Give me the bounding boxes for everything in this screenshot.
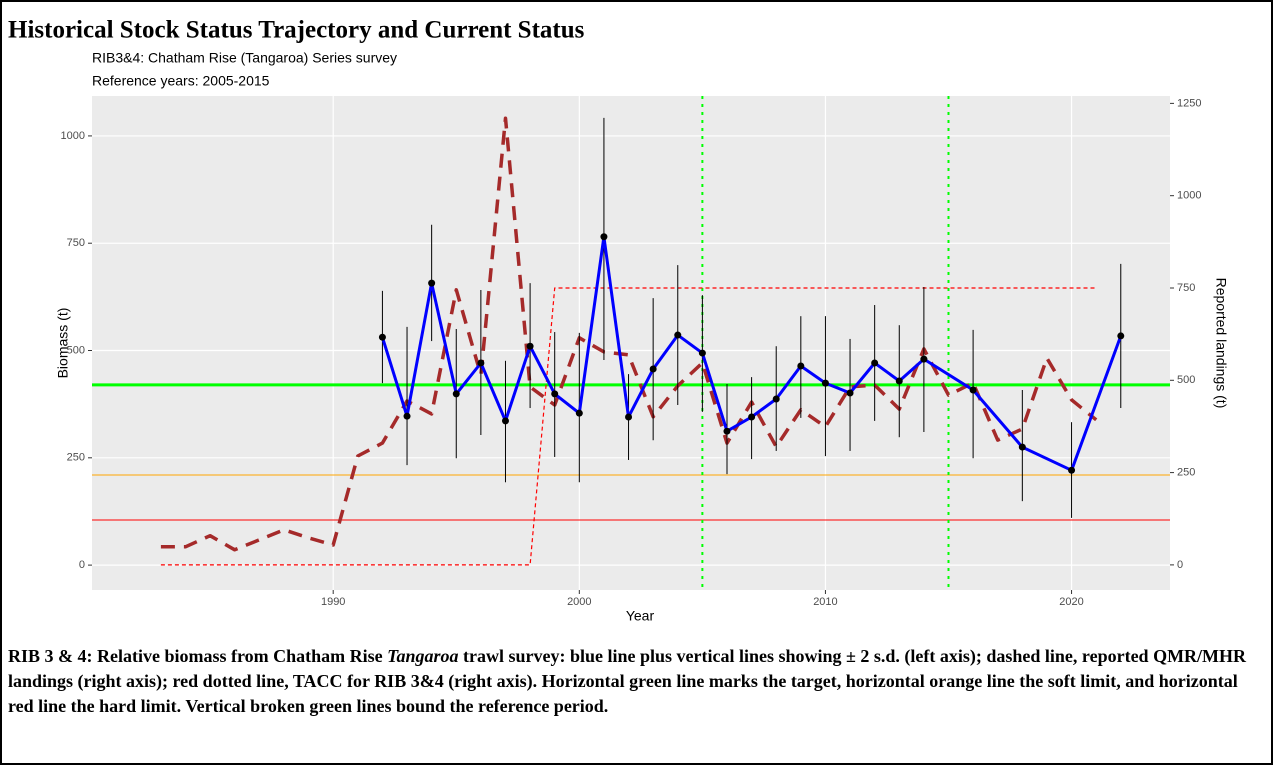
data-point xyxy=(625,413,633,421)
chart-subtitle: RIB3&4: Chatham Rise (Tangaroa) Series s… xyxy=(92,50,397,66)
data-point xyxy=(575,409,583,417)
y2-tick-label: 1000 xyxy=(1177,190,1201,202)
data-point xyxy=(551,390,559,398)
data-point xyxy=(1018,443,1026,451)
plot-area xyxy=(92,96,1170,590)
data-point xyxy=(871,359,879,367)
x-axis-label: Year xyxy=(626,608,655,624)
data-point xyxy=(378,333,386,341)
series-line xyxy=(160,287,1097,566)
data-point xyxy=(846,389,854,397)
y-axis-label: Biomass (t) xyxy=(55,308,71,379)
y-tick-label: 0 xyxy=(79,559,85,571)
series-line xyxy=(160,116,1098,552)
data-point xyxy=(452,390,460,398)
data-point xyxy=(748,413,756,421)
x-tick-label: 1990 xyxy=(321,596,345,608)
y-tick-label: 500 xyxy=(67,344,85,356)
data-point xyxy=(723,427,731,435)
x-tick-label: 2020 xyxy=(1059,596,1083,608)
data-point xyxy=(920,355,928,363)
x-tick-label: 2000 xyxy=(567,596,591,608)
y2-tick-label: 1250 xyxy=(1177,97,1201,109)
data-point xyxy=(674,331,682,339)
y2-tick-label: 750 xyxy=(1177,282,1195,294)
data-point xyxy=(403,412,411,420)
chart-title: Historical Stock Status Trajectory and C… xyxy=(8,17,585,44)
y2-tick-label: 250 xyxy=(1177,466,1195,478)
y2-tick-label: 500 xyxy=(1177,374,1195,386)
y-tick-label: 250 xyxy=(67,452,85,464)
caption-text: trawl survey: blue line plus vertical li… xyxy=(8,646,1247,716)
caption-text: RIB 3 & 4: Relative biomass from Chatham… xyxy=(8,646,388,666)
data-point xyxy=(772,395,780,403)
y2-tick-label: 0 xyxy=(1177,559,1183,571)
data-point xyxy=(698,349,706,357)
y2-axis-label: Reported landings (t) xyxy=(1213,278,1229,409)
data-point xyxy=(600,233,608,241)
data-point xyxy=(501,417,509,425)
data-point xyxy=(526,342,534,350)
data-point xyxy=(1068,466,1076,474)
data-point xyxy=(797,362,805,370)
data-point xyxy=(1117,332,1125,340)
figure-caption: RIB 3 & 4: Relative biomass from Chatham… xyxy=(8,644,1258,719)
y-tick-label: 1000 xyxy=(61,130,85,142)
data-point xyxy=(428,279,436,287)
data-point xyxy=(821,379,829,387)
data-point xyxy=(477,359,485,367)
y-tick-label: 750 xyxy=(67,237,85,249)
plot-panel xyxy=(92,96,1170,590)
data-point xyxy=(895,377,903,385)
data-point xyxy=(969,386,977,394)
caption-italic: Tangaroa xyxy=(387,646,459,666)
chart-subtitle: Reference years: 2005-2015 xyxy=(92,73,270,89)
chart: Historical Stock Status Trajectory and C… xyxy=(8,17,1229,624)
x-tick-label: 2010 xyxy=(813,596,837,608)
data-point xyxy=(649,365,657,373)
